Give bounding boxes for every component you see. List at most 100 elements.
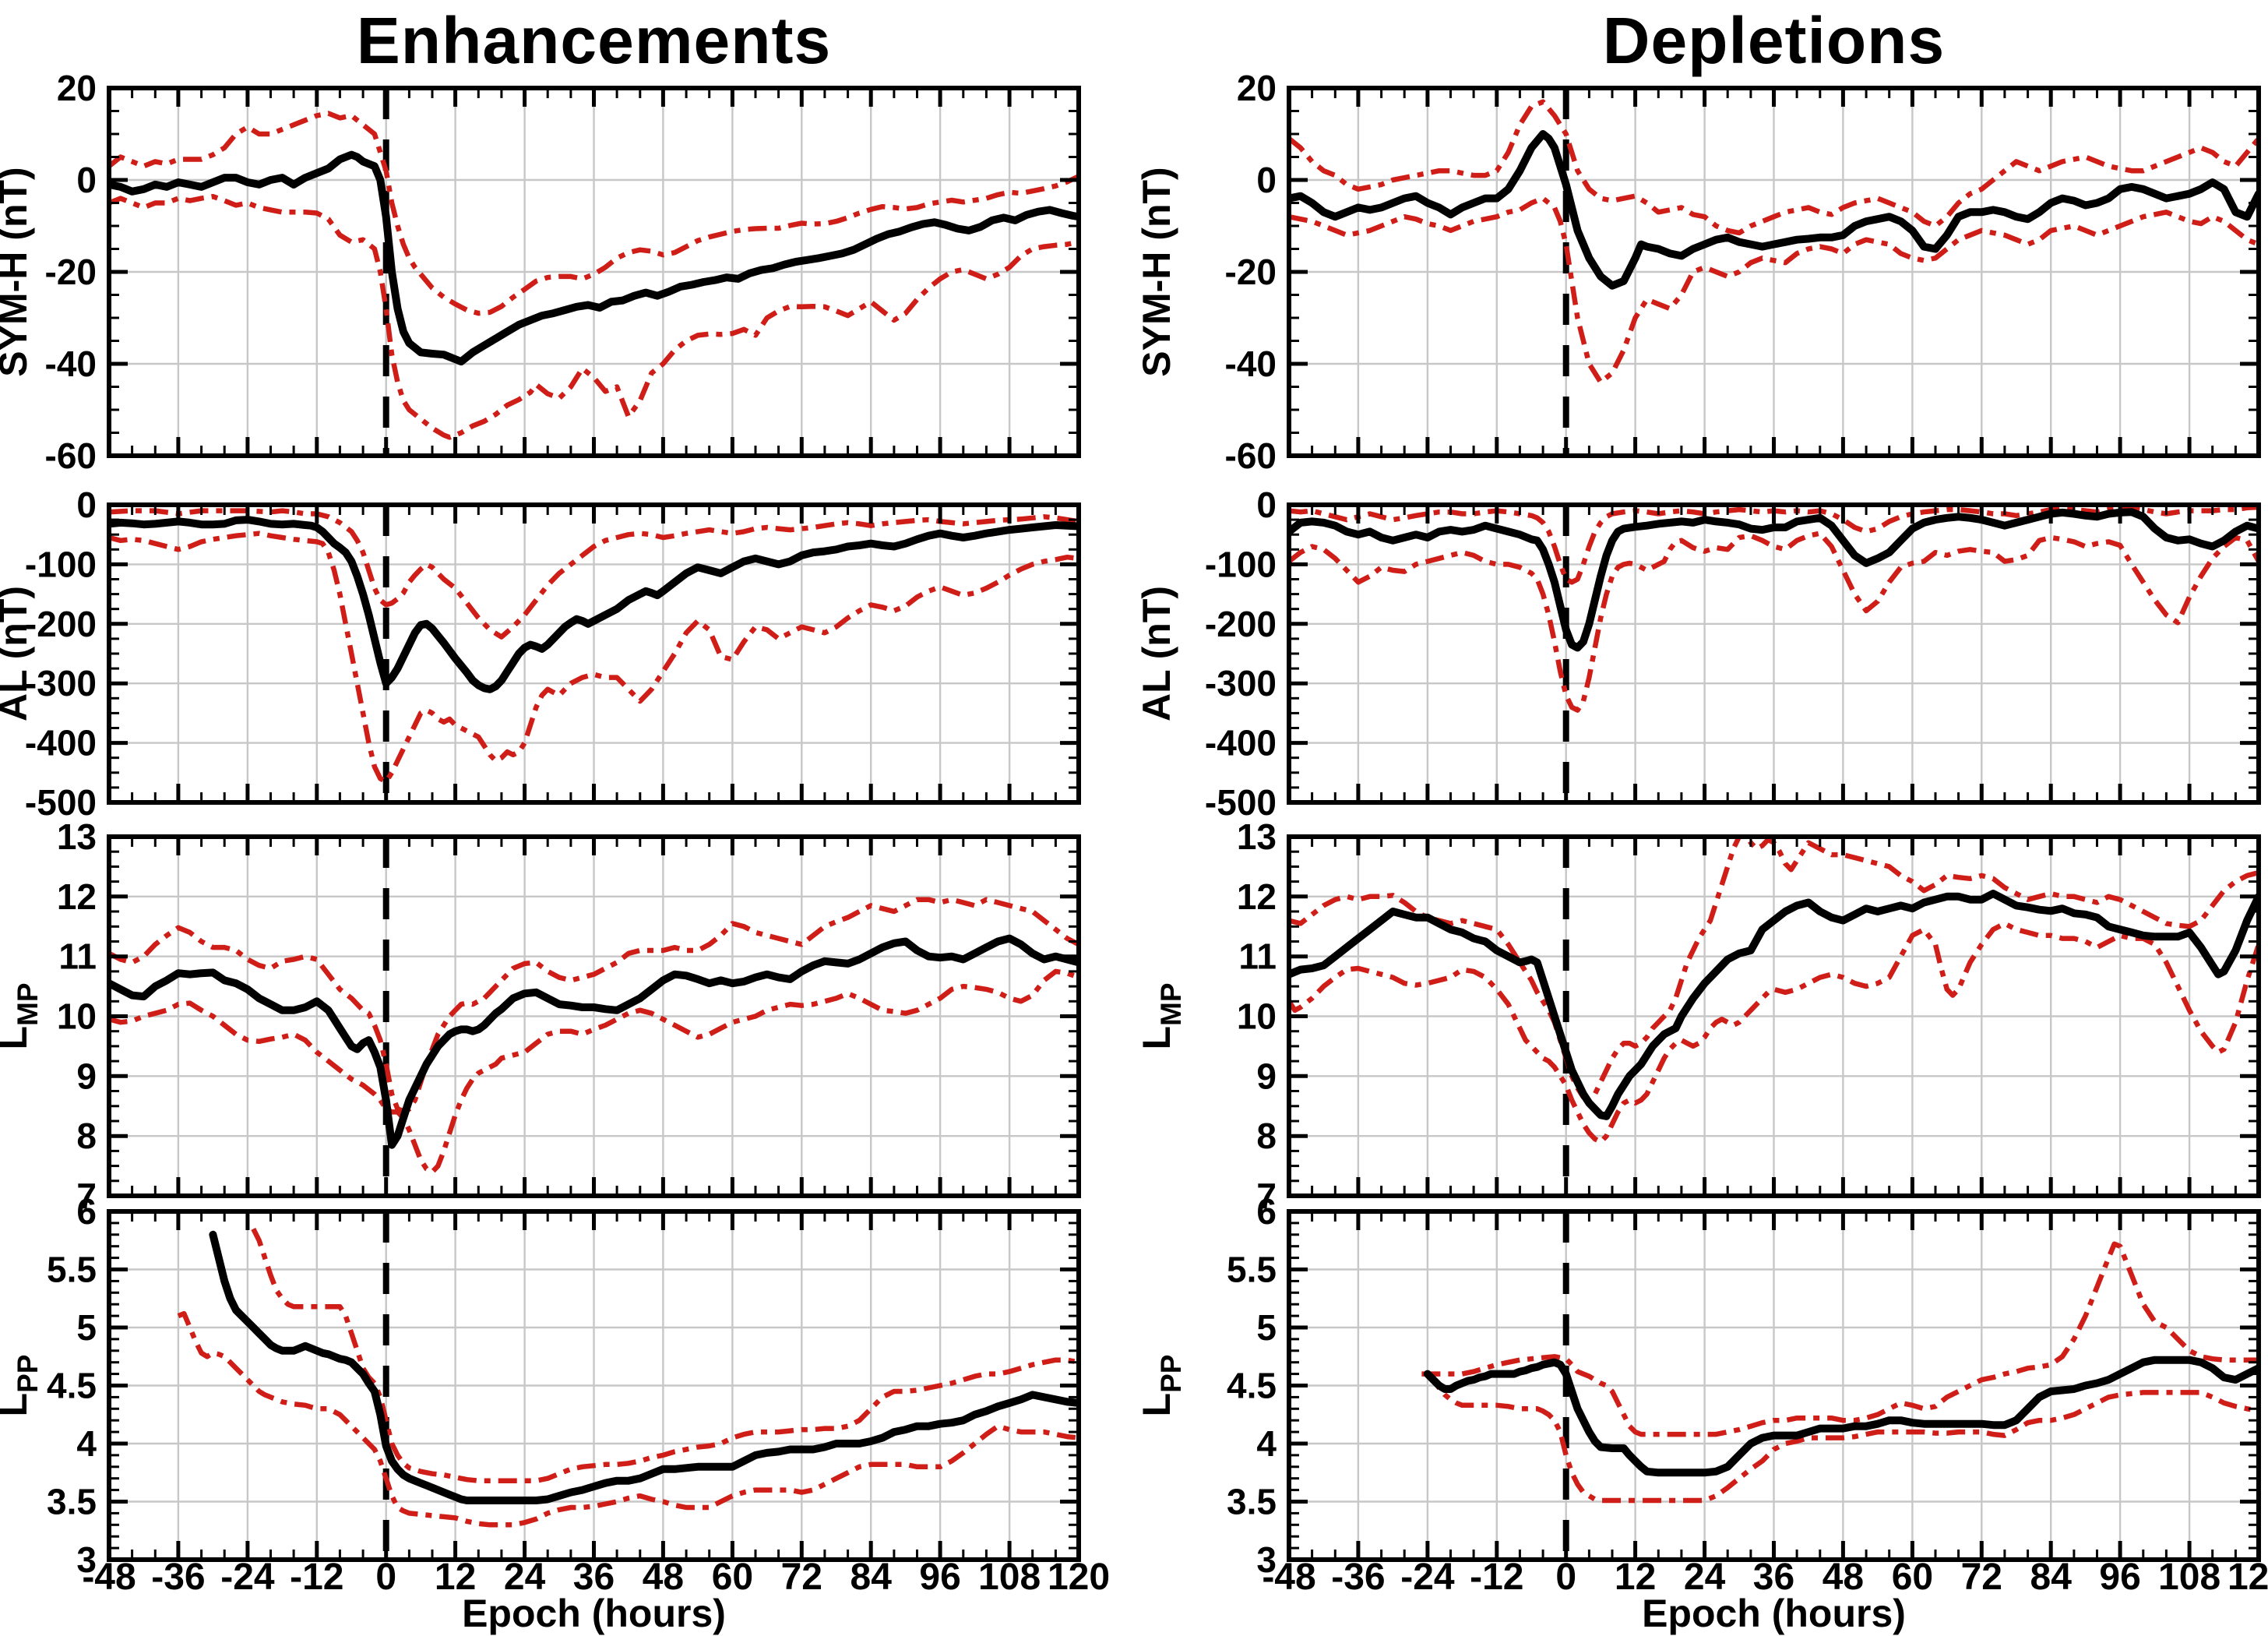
y-axis-label: LMP xyxy=(1135,982,1187,1049)
lower-quartile-line xyxy=(1425,1372,2259,1504)
column-title-enhancements: Enhancements xyxy=(356,4,832,77)
x-tick-label: -12 xyxy=(1470,1557,1523,1598)
y-tick-label: 10 xyxy=(1237,996,1277,1037)
y-axis-label: SYM-H (nT) xyxy=(1135,167,1178,376)
x-tick-label: 0 xyxy=(1555,1557,1576,1598)
y-tick-label: -20 xyxy=(1225,252,1277,292)
y-tick-label: 5.5 xyxy=(47,1250,97,1290)
y-tick-label: 7 xyxy=(76,1176,97,1216)
x-axis-label-right: Epoch (hours) xyxy=(1642,1592,1906,1635)
median-line xyxy=(1423,1356,2259,1477)
x-tick-label: 24 xyxy=(1684,1557,1726,1598)
axis-ticks xyxy=(107,1209,1081,1562)
panel-enhancements-al: 0 -100 -200 -300 -400 -500 AL (nT) xyxy=(0,485,1081,823)
y-tick-label: -100 xyxy=(25,544,97,584)
y-tick-label: -20 xyxy=(45,252,97,292)
x-tick-label: 72 xyxy=(781,1557,822,1598)
x-tick-label: 108 xyxy=(2158,1557,2220,1598)
y-tick-label: 0 xyxy=(76,485,97,525)
y-tick-label: 8 xyxy=(1256,1116,1277,1156)
y-tick-label: -40 xyxy=(45,344,97,384)
upper-quartile-line xyxy=(251,1227,1079,1483)
upper-quartile-line xyxy=(109,111,1079,316)
x-tick-label: 0 xyxy=(375,1557,396,1598)
x-tick-label: 12 xyxy=(1615,1557,1656,1598)
lower-quartile-line xyxy=(109,531,1079,785)
panel-depletions-symh: 20 0 -20 -40 -60 SYM-H (nT) xyxy=(1135,68,2261,476)
upper-quartile-line xyxy=(1289,99,2259,236)
x-axis-label-left: Epoch (hours) xyxy=(462,1592,726,1635)
axis-ticks xyxy=(107,834,1081,1198)
y-tick-label: -40 xyxy=(1225,344,1277,384)
panel-depletions-lmp: 13 12 11 10 9 8 7 LMP xyxy=(1135,816,2261,1216)
x-tick-label: 120 xyxy=(1048,1557,1110,1598)
axis-ticks xyxy=(1287,834,2261,1198)
y-tick-label: 5.5 xyxy=(1227,1250,1277,1290)
axis-ticks xyxy=(107,86,1081,458)
x-tick-label: -48 xyxy=(82,1557,136,1598)
median-line xyxy=(209,1230,1079,1504)
y-tick-label: -300 xyxy=(25,663,97,703)
y-tick-label: 0 xyxy=(1256,160,1277,200)
upper-quartile-line xyxy=(1421,1241,2259,1437)
lower-quartile-line xyxy=(177,1310,1079,1528)
x-tick-label: 36 xyxy=(1753,1557,1794,1598)
lower-quartile-line xyxy=(109,193,1079,440)
lower-quartile-line xyxy=(109,968,1079,1175)
grid xyxy=(1289,1211,2259,1560)
y-tick-label: -60 xyxy=(1225,435,1277,476)
y-tick-label: 0 xyxy=(1256,485,1277,525)
x-tick-label: 24 xyxy=(504,1557,546,1598)
y-tick-label: 12 xyxy=(57,876,97,917)
x-tick-label: 12 xyxy=(435,1557,476,1598)
panel-enhancements-lmp: 13 12 11 10 9 8 7 LMP xyxy=(0,816,1081,1216)
y-tick-label: 5 xyxy=(1256,1307,1277,1348)
x-tick-label: 60 xyxy=(712,1557,753,1598)
y-tick-label: -200 xyxy=(1205,604,1277,644)
y-tick-label: 4.5 xyxy=(1227,1366,1277,1406)
upper-quartile-line xyxy=(1289,505,2259,585)
panel-enhancements-symh: 20 0 -20 -40 -60 SYM-H (nT) xyxy=(0,68,1081,476)
x-tick-label: 48 xyxy=(643,1557,684,1598)
y-tick-label: 9 xyxy=(76,1056,97,1096)
y-tick-label: 3.5 xyxy=(1227,1482,1277,1522)
x-tick-label: 108 xyxy=(978,1557,1041,1598)
upper-quartile-line xyxy=(109,508,1079,640)
grid xyxy=(1289,837,2259,1196)
x-tick-label: -12 xyxy=(290,1557,343,1598)
y-tick-label: 8 xyxy=(76,1116,97,1156)
x-tick-label: 96 xyxy=(2099,1557,2140,1598)
x-tick-label: 48 xyxy=(1822,1557,1864,1598)
x-tick-label: 60 xyxy=(1892,1557,1933,1598)
y-tick-label: 0 xyxy=(76,160,97,200)
axis-ticks xyxy=(107,502,1081,805)
column-title-depletions: Depletions xyxy=(1602,4,1946,77)
y-tick-label: -200 xyxy=(25,604,97,644)
y-axis-label: SYM-H (nT) xyxy=(0,167,35,376)
y-tick-label: 20 xyxy=(57,68,97,108)
y-tick-label: 11 xyxy=(58,936,97,977)
panel-enhancements-lpp: 6 5.5 5 4.5 4 3.5 3-48 -36 -24 -12 0 12 24 36 48 60 72 84… xyxy=(0,1191,1110,1598)
y-tick-label: 3 xyxy=(76,1539,97,1580)
axis-ticks xyxy=(1287,502,2261,805)
y-tick-label: -300 xyxy=(1205,663,1277,703)
x-tick-label: 96 xyxy=(919,1557,960,1598)
median-line xyxy=(1289,508,2259,652)
x-tick-label: 36 xyxy=(573,1557,615,1598)
y-tick-label: 6 xyxy=(76,1191,97,1232)
y-tick-label: 9 xyxy=(1256,1056,1277,1096)
y-tick-label: -400 xyxy=(1205,723,1277,763)
y-tick-label: -60 xyxy=(45,435,97,476)
y-tick-label: 4 xyxy=(1256,1423,1277,1464)
x-tick-label: 72 xyxy=(1961,1557,2002,1598)
lower-quartile-line xyxy=(1289,196,2259,385)
y-axis-label: LPP xyxy=(0,1355,44,1417)
x-tick-label: -24 xyxy=(220,1557,275,1598)
y-tick-label: 13 xyxy=(57,816,97,857)
median-line xyxy=(109,934,1079,1149)
y-tick-label: 4 xyxy=(76,1423,97,1464)
x-tick-label: -36 xyxy=(151,1557,205,1598)
median-line xyxy=(109,516,1079,693)
